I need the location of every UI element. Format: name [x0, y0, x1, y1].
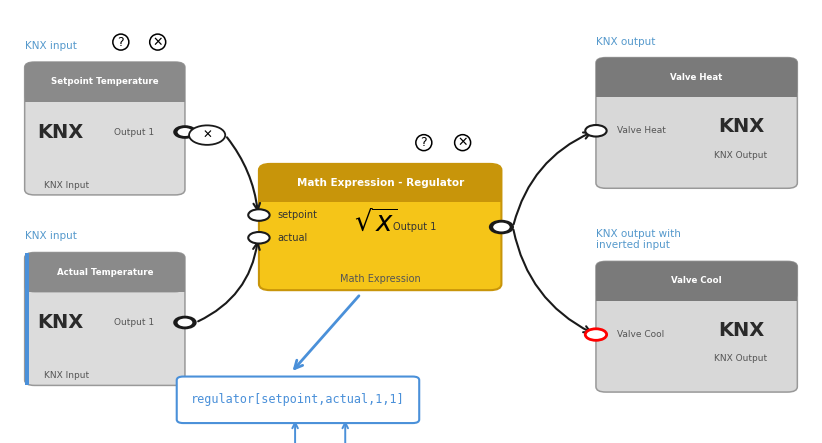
Circle shape	[178, 128, 192, 136]
Bar	[25, 275, 185, 292]
FancyBboxPatch shape	[596, 58, 797, 97]
Bar	[25, 84, 185, 102]
Text: ✕: ✕	[202, 128, 212, 142]
FancyBboxPatch shape	[596, 261, 797, 301]
Circle shape	[585, 125, 607, 136]
Text: Math Expression: Math Expression	[339, 273, 421, 284]
Circle shape	[174, 317, 196, 328]
FancyBboxPatch shape	[25, 253, 185, 385]
FancyBboxPatch shape	[259, 164, 501, 290]
FancyBboxPatch shape	[596, 261, 797, 392]
Text: KNX output: KNX output	[596, 36, 655, 47]
Text: Math Expression - Regulator: Math Expression - Regulator	[297, 178, 464, 188]
Circle shape	[248, 209, 270, 221]
Text: KNX: KNX	[37, 123, 83, 141]
Text: Output 1: Output 1	[113, 318, 154, 327]
Text: KNX Output: KNX Output	[714, 354, 768, 363]
Text: ✕: ✕	[152, 35, 163, 49]
FancyBboxPatch shape	[177, 377, 419, 423]
Text: regulator[setpoint,actual,1,1]: regulator[setpoint,actual,1,1]	[191, 393, 405, 406]
Text: Valve Heat: Valve Heat	[616, 126, 665, 135]
Text: setpoint: setpoint	[277, 210, 317, 220]
Text: Valve Cool: Valve Cool	[616, 330, 663, 339]
Text: KNX input: KNX input	[25, 41, 76, 51]
Text: Valve Heat: Valve Heat	[671, 73, 723, 82]
FancyBboxPatch shape	[25, 62, 185, 102]
Text: actual: actual	[277, 233, 307, 243]
Text: Setpoint Temperature: Setpoint Temperature	[51, 78, 159, 86]
Bar	[259, 183, 501, 202]
Text: KNX output with
inverted input: KNX output with inverted input	[596, 229, 681, 250]
Text: KNX Input: KNX Input	[44, 181, 89, 190]
Text: ?: ?	[118, 35, 124, 49]
Circle shape	[178, 319, 192, 326]
Text: KNX: KNX	[37, 313, 83, 332]
Text: ?: ?	[421, 136, 427, 149]
Bar	[596, 79, 797, 97]
Circle shape	[174, 126, 196, 138]
Text: Valve Cool: Valve Cool	[672, 276, 722, 285]
Text: $\sqrt{x}$: $\sqrt{x}$	[353, 209, 397, 237]
Circle shape	[189, 125, 225, 145]
Text: KNX Output: KNX Output	[714, 151, 768, 159]
Text: Actual Temperature: Actual Temperature	[57, 268, 153, 277]
Text: Output 1: Output 1	[113, 128, 154, 136]
Text: Output 1: Output 1	[393, 222, 436, 232]
Text: KNX Input: KNX Input	[44, 371, 89, 380]
Text: KNX: KNX	[718, 117, 764, 136]
FancyBboxPatch shape	[25, 253, 185, 292]
FancyBboxPatch shape	[25, 62, 185, 195]
Bar	[596, 283, 797, 301]
Circle shape	[248, 232, 270, 244]
Circle shape	[493, 223, 510, 232]
FancyBboxPatch shape	[596, 58, 797, 188]
Circle shape	[490, 221, 513, 233]
FancyBboxPatch shape	[259, 164, 501, 202]
Text: KNX input: KNX input	[25, 231, 76, 241]
Circle shape	[585, 329, 607, 340]
Bar	[25, 253, 29, 385]
Text: KNX: KNX	[718, 321, 764, 340]
Text: ✕: ✕	[457, 136, 468, 149]
